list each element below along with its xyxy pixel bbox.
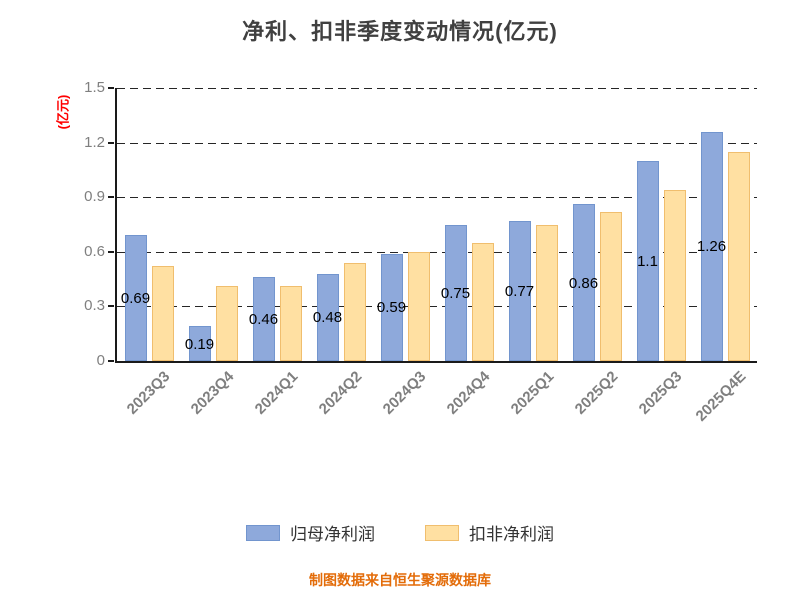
legend-swatch-net-profit	[246, 524, 280, 541]
y-tick-mark	[108, 250, 114, 253]
y-tick-mark	[108, 305, 114, 308]
y-tick-label-0.6: 0.6	[84, 242, 105, 260]
bar-non-recurring-2023Q3	[151, 266, 174, 361]
bar-value-label-2024Q2: 0.48	[312, 309, 343, 327]
x-axis-label-2024Q3: 2024Q3	[379, 368, 430, 418]
legend-swatch-non-recurring	[425, 524, 459, 541]
bar-value-label-2024Q4: 0.75	[440, 284, 471, 302]
bar-value-label-2023Q3: 0.69	[120, 290, 151, 308]
legend: 归母净利润 扣非净利润	[0, 520, 800, 545]
bar-net-profit-2025Q2	[572, 204, 595, 361]
x-axis-label-2023Q3: 2023Q3	[123, 368, 174, 418]
bar-net-profit-2024Q2	[316, 273, 339, 361]
gridline-0.9	[117, 197, 757, 199]
bar-non-recurring-2024Q3	[407, 251, 430, 361]
bar-net-profit-2025Q1	[508, 220, 531, 361]
bar-net-profit-2024Q3	[380, 253, 403, 361]
bar-net-profit-2025Q4E	[700, 131, 723, 361]
bar-non-recurring-2024Q1	[279, 286, 302, 361]
bar-non-recurring-2024Q4	[471, 242, 494, 361]
bar-non-recurring-2025Q4E	[727, 151, 750, 361]
bar-net-profit-2024Q1	[252, 277, 275, 361]
bar-value-label-2025Q2: 0.86	[568, 274, 599, 292]
y-tick-mark	[108, 196, 114, 199]
bar-net-profit-2024Q4	[444, 224, 467, 361]
bar-value-label-2023Q4: 0.19	[184, 335, 215, 353]
bar-non-recurring-2023Q4	[215, 286, 238, 361]
bar-value-label-2025Q3: 1.1	[637, 252, 658, 270]
y-tick-mark	[108, 87, 114, 89]
chart-title: 净利、扣非季度变动情况(亿元)	[242, 19, 558, 44]
x-axis-label-2025Q4E: 2025Q4E	[692, 368, 750, 425]
bar-net-profit-2023Q3	[124, 235, 147, 361]
x-axis-label-2024Q2: 2024Q2	[315, 368, 366, 418]
y-tick-label-0.3: 0.3	[84, 297, 105, 315]
bar-non-recurring-2025Q3	[663, 189, 686, 361]
x-axis-label-2025Q2: 2025Q2	[571, 368, 622, 418]
bar-non-recurring-2025Q2	[599, 211, 622, 361]
y-tick-label-1.2: 1.2	[84, 133, 105, 151]
bar-non-recurring-2024Q2	[343, 262, 366, 361]
plot-area: 0.69 0.19 0.46 0.48 0.59 0.75 0.77 0.86 1.1 1.26	[115, 88, 757, 363]
legend-item-net-profit: 归母净利润	[246, 520, 375, 545]
y-axis-title: (亿元)	[55, 94, 71, 130]
x-axis-label-2025Q1: 2025Q1	[507, 368, 558, 418]
bar-value-label-2024Q3: 0.59	[376, 299, 407, 317]
bar-value-label-2025Q1: 0.77	[504, 282, 535, 300]
bar-net-profit-2025Q3	[636, 160, 659, 361]
bar-value-label-2025Q4E: 1.26	[696, 238, 727, 256]
x-axis-label-2023Q4: 2023Q4	[187, 368, 238, 418]
x-axis-label-2024Q4: 2024Q4	[443, 368, 494, 418]
y-tick-mark	[108, 360, 114, 362]
legend-item-non-recurring: 扣非净利润	[425, 520, 554, 545]
gridline-0.6	[117, 251, 757, 253]
legend-label-non-recurring: 扣非净利润	[469, 525, 554, 544]
y-tick-label-0: 0	[96, 352, 105, 369]
data-source-note: 制图数据来自恒生聚源数据库	[309, 572, 491, 588]
x-axis-label-2024Q1: 2024Q1	[251, 368, 302, 418]
gridline-1.2	[117, 142, 757, 144]
gridline-0.3	[117, 306, 757, 308]
bar-non-recurring-2025Q1	[535, 224, 558, 361]
bar-net-profit-2023Q4	[188, 326, 211, 361]
y-tick-mark	[108, 141, 114, 144]
bar-value-label-2024Q1: 0.46	[248, 311, 279, 329]
x-axis-label-2025Q3: 2025Q3	[635, 368, 686, 418]
y-tick-label-0.9: 0.9	[84, 188, 105, 206]
legend-label-net-profit: 归母净利润	[290, 525, 375, 544]
gridline-1.5	[117, 88, 757, 89]
